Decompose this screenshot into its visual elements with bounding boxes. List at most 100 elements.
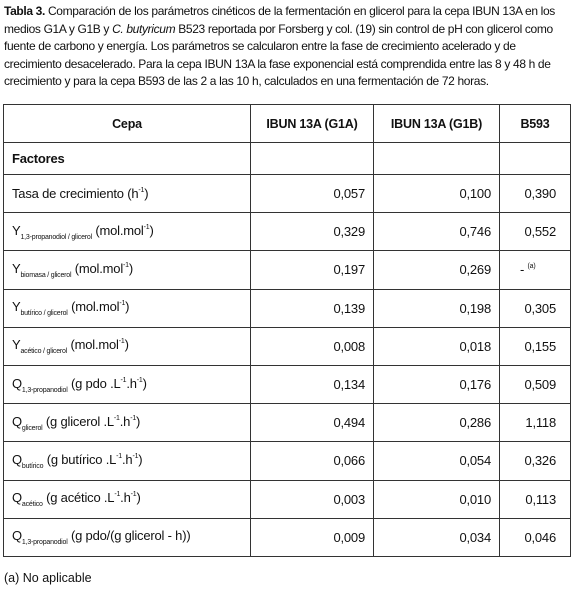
label-part: .h — [121, 451, 133, 467]
value-cell: 0,494 — [250, 403, 374, 443]
caption-text: B523 reportada por Forsberg y col. (19) … — [4, 21, 553, 89]
value-cell: 0,054 — [373, 441, 500, 481]
value-cell: 0,746 — [373, 212, 500, 252]
label-part: Q — [12, 451, 22, 467]
value-cell: 0,329 — [250, 212, 374, 252]
label-part: acético — [21, 501, 43, 509]
label-part: 1,3-propanodiol — [21, 539, 68, 547]
table-row: Y1,3-propanodiol / glicerol (mol.mol-1) 0… — [3, 212, 571, 252]
caption-label: Tabla 3. — [4, 4, 45, 18]
value-cell: 1,118 — [499, 403, 571, 443]
caption: Tabla 3. Comparación de los parámetros c… — [4, 3, 570, 91]
data-table: Cepa IBUN 13A (G1A) IBUN 13A (G1B) B593 … — [3, 104, 571, 557]
label-part: (g acético .L — [42, 490, 115, 506]
row-label: Qacético (g acético .L-1.h-1) — [3, 479, 251, 519]
label-part: -1 — [114, 491, 121, 499]
label-part: ) — [138, 451, 143, 467]
label-part: -1 — [136, 376, 143, 384]
value-cell: 0,066 — [250, 441, 374, 481]
label-part: ) — [149, 222, 154, 238]
label-part: .h — [126, 375, 137, 391]
value-cell: 0,113 — [499, 479, 571, 519]
label-part: -1 — [132, 452, 139, 460]
label-part: (g pdo .L — [67, 375, 121, 391]
value-cell: 0,155 — [499, 326, 571, 366]
label-part: (g pdo/(g glicerol - h)) — [67, 528, 191, 544]
label-part: (mol.mol — [67, 299, 120, 315]
row-label: Qbutírico (g butírico .L-1.h-1) — [3, 441, 251, 481]
label-part: ) — [144, 186, 149, 202]
label-part: -1 — [119, 300, 126, 308]
value-cell: 0,286 — [373, 403, 500, 443]
label-part: ) — [124, 337, 129, 353]
value-cell: 0,269 — [373, 250, 500, 290]
value-cell: 0,197 — [250, 250, 374, 290]
value-cell: 0,198 — [373, 288, 500, 328]
label-part: 1,3-propanodiol / glicerol — [20, 233, 92, 241]
value-cell: 0,008 — [250, 326, 374, 366]
row-label: Yacético / glicerol (mol.mol-1) — [3, 326, 251, 366]
value-cell: 0,018 — [373, 326, 500, 366]
label-part: acético / glicerol — [20, 348, 68, 356]
label-part: .h — [120, 490, 131, 506]
label-part: .h — [119, 413, 131, 429]
value-cell: 0,552 — [499, 212, 571, 252]
value-cell: 0,057 — [250, 173, 374, 214]
label-part: Q — [12, 490, 22, 506]
header-cell: B593 — [499, 104, 571, 143]
row-label: Ybutírico / glicerol (mol.mol-1) — [3, 288, 251, 328]
label-part: -1 — [130, 491, 137, 499]
table-row: Qbutírico (g butírico .L-1.h-1) 0,066 0,05… — [3, 441, 571, 481]
section-row: Factores — [3, 142, 571, 175]
value-cell: 0,509 — [499, 364, 571, 405]
label-part: (g butírico .L — [43, 451, 117, 467]
header-cell: IBUN 13A (G1B) — [373, 104, 500, 143]
value-cell: 0,010 — [373, 479, 500, 519]
row-label: Q1,3-propanodiol (g pdo .L-1.h-1) — [3, 364, 251, 405]
table-row: Yacético / glicerol (mol.mol-1) 0,008 0,01… — [3, 326, 571, 366]
label-part: Q — [12, 528, 22, 544]
label-part: biomasa / glicerol — [20, 271, 72, 279]
label-part: Y — [12, 337, 21, 353]
table-row: Ybiomasa / glicerol (mol.mol-1) 0,197 0,26… — [3, 250, 571, 290]
caption-text: Comparación de los parámetros cinéticos … — [4, 4, 555, 36]
section-cell: Factores — [3, 142, 251, 175]
table-row: Ybutírico / glicerol (mol.mol-1) 0,139 0,1… — [3, 288, 571, 328]
label-part: ) — [136, 413, 141, 429]
label-part: ) — [125, 299, 130, 315]
footnote: (a) No aplicable — [4, 571, 92, 585]
label-part: 1,3-propanodiol — [21, 386, 68, 394]
table-row: Qacético (g acético .L-1.h-1) 0,003 0,010 0… — [3, 479, 571, 519]
header-cell: IBUN 13A (G1A) — [250, 104, 374, 143]
value-cell: 0,100 — [373, 173, 500, 214]
value-cell: 0,390 — [499, 173, 571, 214]
value-cell: 0,009 — [250, 517, 374, 557]
cell-note: (a) — [527, 263, 536, 271]
header-row: Cepa IBUN 13A (G1A) IBUN 13A (G1B) B593 — [3, 104, 571, 143]
label-part: ) — [128, 260, 133, 276]
row-label: Q1,3-propanodiol (g pdo/(g glicerol - h)… — [3, 517, 251, 557]
label-part: -1 — [120, 376, 127, 384]
label-part: Y — [12, 260, 21, 276]
label-part: glicerol — [21, 424, 43, 432]
label-part: Tasa de crecimiento (h — [12, 186, 139, 202]
label-part: (mol.mol — [71, 260, 124, 276]
value-cell: - (a) — [499, 250, 571, 290]
value-cell: 0,305 — [499, 288, 571, 328]
value-cell: 0,139 — [250, 288, 374, 328]
label-part: Y — [12, 299, 21, 315]
value-cell: 0,134 — [250, 364, 374, 405]
label-part: -1 — [130, 414, 137, 422]
label-part: (mol.mol — [91, 222, 144, 238]
row-label: Tasa de crecimiento (h-1) — [3, 173, 251, 214]
table-row: Tasa de crecimiento (h-1) 0,057 0,100 0,390 — [3, 173, 571, 214]
label-part: -1 — [118, 338, 125, 346]
label-part: -1 — [116, 452, 122, 460]
row-label: Y1,3-propanodiol / glicerol (mol.mol-1) — [3, 212, 251, 252]
value-cell: 0,176 — [373, 364, 500, 405]
caption-italic: C. butyricum — [112, 21, 176, 36]
label-part: (g glicerol .L — [42, 413, 114, 429]
label-part: butírico — [21, 462, 44, 470]
label-part: Q — [12, 375, 22, 391]
